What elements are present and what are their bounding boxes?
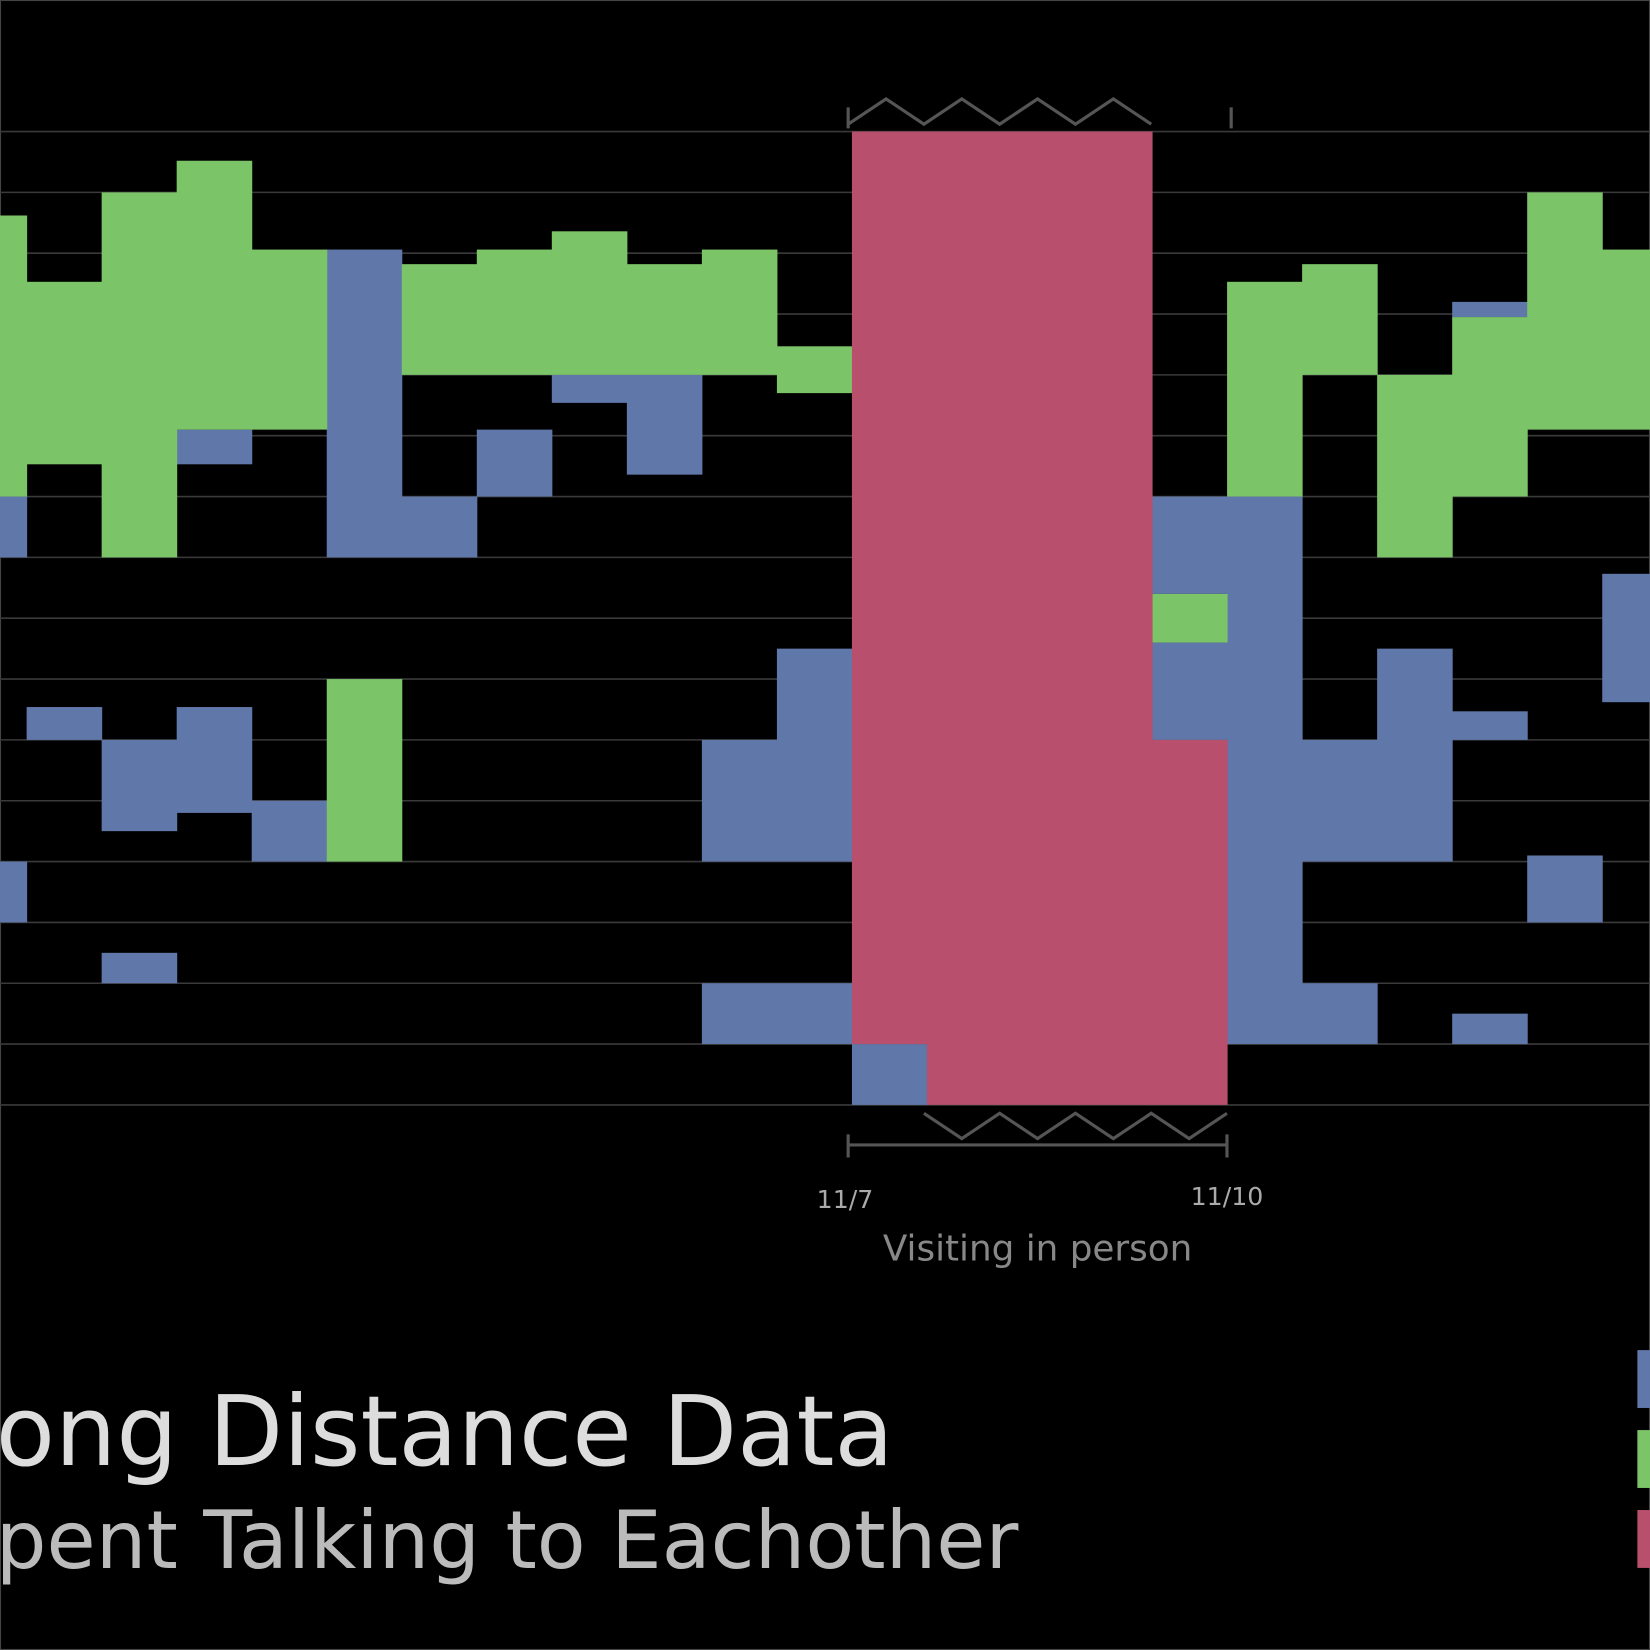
bottom-bracket — [846, 1111, 1229, 1158]
time-block — [1527, 192, 1603, 430]
annotation-end: 11/10 — [1191, 1182, 1264, 1211]
time-block — [476, 429, 553, 497]
time-block — [701, 983, 778, 1045]
time-block — [176, 707, 253, 813]
time-block — [101, 192, 178, 558]
time-block — [1077, 131, 1153, 1105]
time-block — [1452, 1013, 1528, 1045]
time-block — [1602, 249, 1650, 430]
time-block — [551, 231, 628, 375]
time-block — [1452, 711, 1528, 740]
time-block — [1452, 301, 1528, 318]
time-block — [701, 739, 778, 862]
time-block — [851, 1044, 928, 1105]
time-block — [326, 679, 403, 862]
time-block — [1377, 374, 1453, 558]
time-block — [926, 131, 1003, 1105]
time-block — [1001, 131, 1078, 1105]
annotation: Visiting in person — [883, 1229, 1192, 1270]
time-block — [626, 264, 703, 375]
time-block — [251, 800, 328, 862]
chart-title: ong Distance Data — [0, 1375, 894, 1488]
time-block — [1152, 642, 1228, 740]
time-block — [1227, 496, 1303, 1045]
time-block — [401, 496, 478, 558]
time-block — [626, 374, 703, 475]
time-block — [1152, 496, 1228, 594]
time-block — [1302, 739, 1378, 862]
time-block — [701, 249, 778, 375]
time-block — [1152, 593, 1228, 643]
time-block — [0, 215, 28, 497]
blocks — [0, 131, 1650, 1105]
time-block — [26, 707, 103, 740]
legend-swatch — [1637, 1350, 1650, 1408]
legend — [1637, 1350, 1650, 1568]
chart-subtitle: pent Talking to Eachother — [0, 1494, 1018, 1587]
annotation-start: 11/7 — [817, 1185, 874, 1214]
top-bracket — [846, 97, 1233, 129]
time-block — [251, 249, 328, 430]
time-block — [476, 249, 553, 375]
time-block — [176, 429, 253, 465]
time-block — [776, 648, 853, 862]
time-block — [401, 264, 478, 375]
time-block — [1602, 573, 1650, 703]
time-block — [176, 160, 253, 430]
time-block — [101, 739, 178, 832]
time-block — [776, 983, 853, 1045]
time-block — [1452, 317, 1528, 497]
time-block — [1377, 648, 1453, 862]
time-block — [1152, 739, 1228, 1105]
time-block — [1227, 281, 1303, 497]
time-block — [101, 952, 178, 984]
time-block — [851, 131, 928, 1045]
time-block — [1302, 264, 1378, 375]
time-block — [0, 861, 28, 923]
time-block — [551, 374, 628, 403]
time-block — [1527, 855, 1603, 923]
time-block — [776, 346, 853, 394]
time-block — [26, 281, 103, 465]
legend-swatch — [1637, 1510, 1650, 1568]
time-block — [1302, 983, 1378, 1045]
time-block — [0, 496, 28, 558]
time-block — [326, 249, 403, 558]
legend-swatch — [1637, 1430, 1650, 1488]
